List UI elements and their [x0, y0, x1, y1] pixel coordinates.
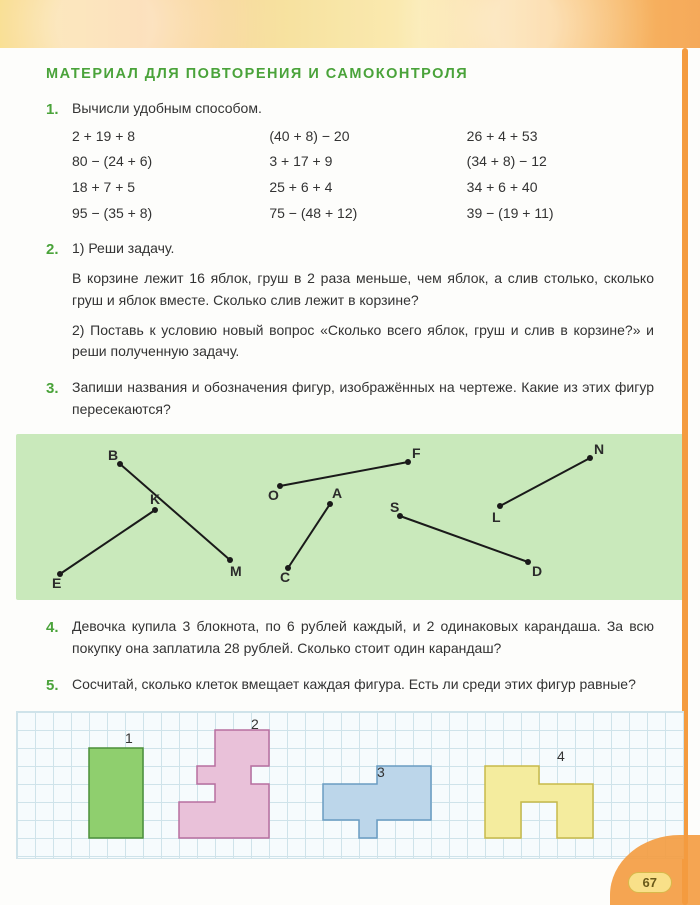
- expr: 26 + 4 + 53: [467, 126, 654, 148]
- svg-text:N: N: [594, 442, 604, 457]
- expr: 34 + 6 + 40: [467, 177, 654, 199]
- shape-label: 4: [557, 748, 565, 764]
- page-content: МАТЕРИАЛ ДЛЯ ПОВТОРЕНИЯ И САМОКОНТРОЛЯ 1…: [0, 48, 700, 879]
- expr: 25 + 6 + 4: [269, 177, 456, 199]
- task-prompt: Запиши названия и обозначения фигур, изо…: [72, 377, 654, 420]
- svg-text:A: A: [332, 485, 342, 501]
- task-1: 1. Вычисли удобным способом. 2 + 19 + 8 …: [46, 98, 654, 224]
- page-top-decoration: [0, 0, 700, 48]
- subtask-body: В корзине лежит 16 яблок, груш в 2 раза …: [72, 268, 654, 311]
- expression-grid: 2 + 19 + 8 (40 + 8) − 20 26 + 4 + 53 80 …: [72, 126, 654, 225]
- geometry-diagram: B M E K C A O F S D L N: [16, 434, 684, 600]
- expr: 95 − (35 + 8): [72, 203, 259, 225]
- svg-text:S: S: [390, 499, 399, 515]
- task-number: 3.: [46, 377, 72, 420]
- task-body: Вычисли удобным способом. 2 + 19 + 8 (40…: [72, 98, 654, 224]
- svg-text:D: D: [532, 563, 542, 579]
- task-number: 2.: [46, 238, 72, 362]
- task-3: 3. Запиши названия и обозначения фигур, …: [46, 377, 654, 420]
- svg-text:M: M: [230, 563, 242, 579]
- svg-text:F: F: [412, 445, 421, 461]
- task-number: 4.: [46, 616, 72, 659]
- page-number-badge: 67: [628, 872, 672, 893]
- task-body: Запиши названия и обозначения фигур, изо…: [72, 377, 654, 420]
- shapes-grid: 1 2 3 4: [16, 711, 684, 859]
- task-number: 5.: [46, 674, 72, 697]
- task-body: Девочка купила 3 блокнота, по 6 рублей к…: [72, 616, 654, 659]
- expr: (40 + 8) − 20: [269, 126, 456, 148]
- grid-shape-1: [89, 748, 143, 838]
- svg-text:K: K: [150, 491, 160, 507]
- grid-shape-2: [179, 730, 269, 838]
- expr: 39 − (19 + 11): [467, 203, 654, 225]
- svg-text:L: L: [492, 509, 501, 525]
- expr: (34 + 8) − 12: [467, 151, 654, 173]
- svg-text:E: E: [52, 575, 61, 591]
- shape-label: 1: [125, 730, 133, 746]
- shape-label: 2: [251, 716, 259, 732]
- expr: 3 + 17 + 9: [269, 151, 456, 173]
- subtask-label: 1) Реши задачу.: [72, 238, 654, 260]
- task-prompt: Вычисли удобным способом.: [72, 98, 654, 120]
- svg-text:O: O: [268, 487, 279, 503]
- svg-text:C: C: [280, 569, 290, 585]
- subtask-body: 2) Поставь к условию новый вопрос «Сколь…: [72, 320, 654, 363]
- task-4: 4. Девочка купила 3 блокнота, по 6 рубле…: [46, 616, 654, 659]
- svg-text:B: B: [108, 447, 118, 463]
- grid-shape-4: [485, 766, 593, 838]
- shape-label: 3: [377, 764, 385, 780]
- task-5: 5. Сосчитай, сколько клеток вмещает кажд…: [46, 674, 654, 697]
- expr: 2 + 19 + 8: [72, 126, 259, 148]
- page-title: МАТЕРИАЛ ДЛЯ ПОВТОРЕНИЯ И САМОКОНТРОЛЯ: [46, 66, 654, 82]
- expr: 75 − (48 + 12): [269, 203, 456, 225]
- expr: 18 + 7 + 5: [72, 177, 259, 199]
- task-2: 2. 1) Реши задачу. В корзине лежит 16 яб…: [46, 238, 654, 362]
- expr: 80 − (24 + 6): [72, 151, 259, 173]
- task-body: Сосчитай, сколько клеток вмещает каждая …: [72, 674, 654, 697]
- task-number: 1.: [46, 98, 72, 224]
- task-body: 1) Реши задачу. В корзине лежит 16 яблок…: [72, 238, 654, 362]
- diagram-svg: B M E K C A O F S D L N: [26, 442, 674, 592]
